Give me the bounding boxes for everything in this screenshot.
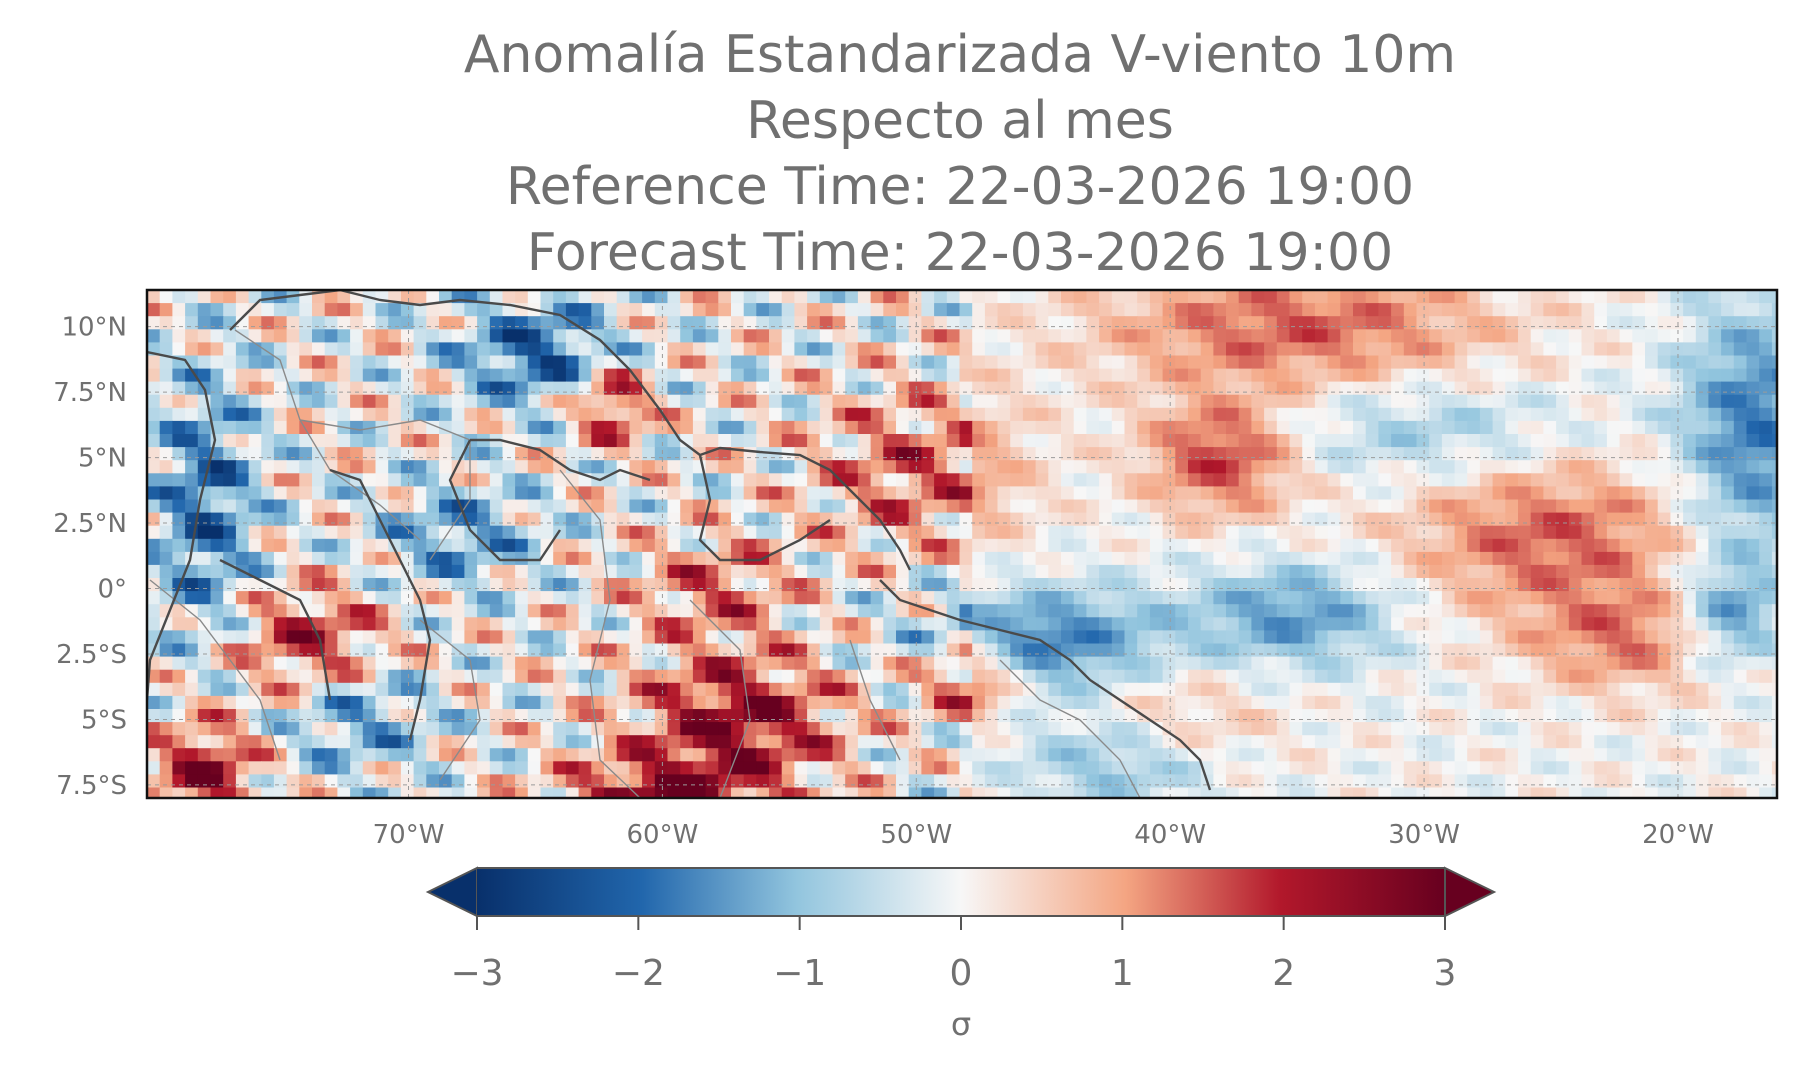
lat-label: 10°N [61, 313, 127, 343]
coastline [448, 439, 561, 562]
border-line [149, 579, 281, 761]
border-line [234, 329, 421, 541]
coastline [329, 468, 432, 741]
lat-label: 5°N [78, 444, 127, 474]
border-line [419, 619, 481, 781]
coastline [699, 446, 912, 571]
colorbar-tick-label: 0 [950, 953, 973, 994]
lon-label: 40°W [1134, 820, 1206, 850]
colorbar-tick-label: 2 [1272, 953, 1295, 994]
colorbar: −3 −2 −1 0 1 2 3 σ [425, 866, 1497, 1043]
coastline [229, 290, 701, 456]
lon-label: 70°W [373, 820, 445, 850]
colorbar-tick-label: 1 [1111, 953, 1134, 994]
title-line-2: Respecto al mes [746, 91, 1174, 151]
lat-label: 2.5°N [53, 509, 127, 539]
border-line [689, 599, 751, 798]
lon-label: 60°W [627, 820, 699, 850]
colorbar-tick-label: −3 [450, 953, 503, 994]
lat-label: 7.5°S [56, 771, 127, 801]
colorbar-tick-label: −1 [773, 953, 826, 994]
border-line [299, 419, 471, 561]
title-line-3: Reference Time: 22-03-2026 19:00 [505, 157, 1415, 217]
colorbar-extend-high [1444, 866, 1497, 918]
border-line [999, 659, 1141, 798]
lon-label: 20°W [1642, 820, 1714, 850]
border-line [849, 639, 901, 761]
coastline [219, 558, 332, 701]
colorbar-ticks: −3 −2 −1 0 1 2 3 [450, 916, 1456, 994]
coastlines [147, 290, 1212, 791]
longitude-labels: 70°W 60°W 50°W 40°W 30°W 20°W [373, 820, 1714, 850]
colorbar-label: σ [951, 1005, 971, 1043]
country-borders [149, 329, 1141, 798]
map-frame [145, 288, 1779, 800]
colorbar-tick-label: 3 [1434, 953, 1457, 994]
lon-label: 50°W [880, 820, 952, 850]
lon-label: 30°W [1388, 820, 1460, 850]
latitude-labels: 10°N 7.5°N 5°N 2.5°N 0° 2.5°S 5°S 7.5°S [53, 313, 127, 801]
title-line-4: Forecast Time: 22-03-2026 19:00 [526, 223, 1394, 283]
colorbar-extend-low [425, 866, 478, 918]
coastline [470, 438, 651, 482]
title-line-1: Anomalía Estandarizada V-viento 10m [463, 25, 1457, 85]
colorbar-tick-label: −2 [612, 953, 665, 994]
coastline [698, 454, 831, 562]
coastline [879, 579, 1212, 791]
lat-label: 5°S [81, 705, 127, 735]
chart-title: Anomalía Estandarizada V-viento 10m Resp… [0, 22, 1803, 286]
lat-label: 7.5°N [53, 378, 127, 408]
coastline [147, 350, 217, 701]
colorbar-gradient [477, 868, 1445, 916]
lat-label: 0° [97, 575, 127, 605]
border-line [559, 469, 641, 798]
lat-label: 2.5°S [56, 640, 127, 670]
